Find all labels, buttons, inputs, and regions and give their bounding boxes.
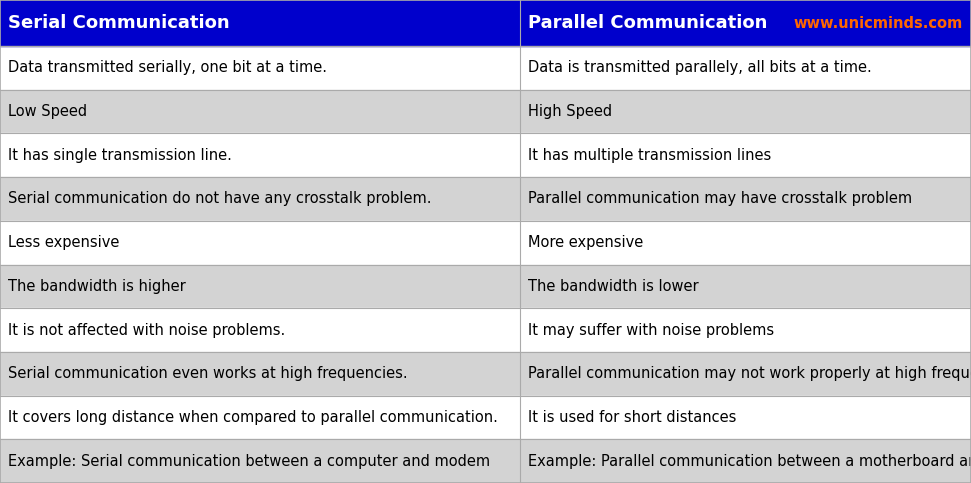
Text: Less expensive: Less expensive — [8, 235, 119, 250]
Text: It covers long distance when compared to parallel communication.: It covers long distance when compared to… — [8, 410, 498, 425]
Text: The bandwidth is higher: The bandwidth is higher — [8, 279, 185, 294]
Text: More expensive: More expensive — [528, 235, 643, 250]
Bar — [0, 308, 971, 352]
Text: It is not affected with noise problems.: It is not affected with noise problems. — [8, 323, 285, 338]
Bar — [0, 90, 971, 133]
Text: www.unicminds.com: www.unicminds.com — [793, 15, 963, 30]
Text: It may suffer with noise problems: It may suffer with noise problems — [528, 323, 774, 338]
Text: Data transmitted serially, one bit at a time.: Data transmitted serially, one bit at a … — [8, 60, 327, 75]
Text: Data is transmitted parallely, all bits at a time.: Data is transmitted parallely, all bits … — [528, 60, 872, 75]
Bar — [0, 440, 971, 483]
Bar — [0, 221, 971, 265]
Text: It has single transmission line.: It has single transmission line. — [8, 148, 232, 163]
Text: Parallel Communication: Parallel Communication — [528, 14, 767, 32]
Text: Low Speed: Low Speed — [8, 104, 87, 119]
Bar — [0, 352, 971, 396]
Bar — [0, 265, 971, 308]
Bar — [0, 133, 971, 177]
Bar — [0, 177, 971, 221]
Bar — [0, 0, 971, 46]
Text: High Speed: High Speed — [528, 104, 612, 119]
Text: Serial Communication: Serial Communication — [8, 14, 229, 32]
Text: Example: Serial communication between a computer and modem: Example: Serial communication between a … — [8, 454, 490, 469]
Text: It has multiple transmission lines: It has multiple transmission lines — [528, 148, 771, 163]
Text: Example: Parallel communication between a motherboard and hard disk: Example: Parallel communication between … — [528, 454, 971, 469]
Text: Serial communication do not have any crosstalk problem.: Serial communication do not have any cro… — [8, 191, 431, 206]
Text: Serial communication even works at high frequencies.: Serial communication even works at high … — [8, 366, 408, 381]
Text: It is used for short distances: It is used for short distances — [528, 410, 736, 425]
Bar — [0, 46, 971, 90]
Text: Parallel communication may have crosstalk problem: Parallel communication may have crosstal… — [528, 191, 912, 206]
Text: Parallel communication may not work properly at high frequencies: Parallel communication may not work prop… — [528, 366, 971, 381]
Text: The bandwidth is lower: The bandwidth is lower — [528, 279, 698, 294]
Bar — [0, 396, 971, 440]
